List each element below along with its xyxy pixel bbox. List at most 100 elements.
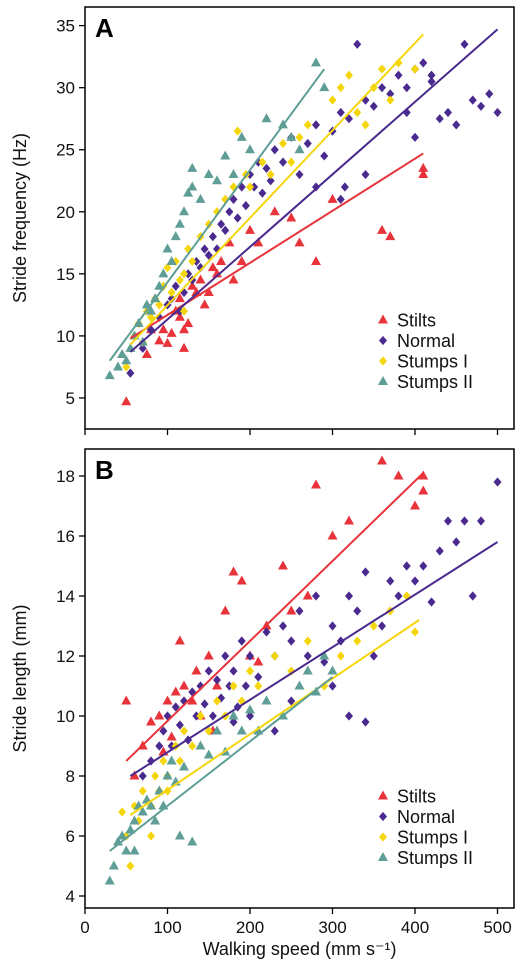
panel-a-point-stumps-ii bbox=[245, 144, 255, 154]
panel-b-point-normal bbox=[427, 597, 436, 607]
panel-b-point-stumps-i bbox=[213, 696, 221, 706]
panel-a-point-normal bbox=[394, 70, 403, 80]
panel-b-point-stilts bbox=[162, 695, 173, 705]
panel-b-point-stilts bbox=[187, 695, 198, 705]
panel-b-point-stumps-i bbox=[204, 726, 213, 736]
panel-a-point-stumps-i bbox=[345, 70, 353, 80]
panel-a-point-stumps-ii bbox=[187, 162, 198, 172]
panel-a-point-stilts bbox=[212, 268, 222, 278]
panel-a-y-tick-label: 5 bbox=[66, 389, 75, 408]
panel-a-frame bbox=[84, 6, 515, 430]
panel-a-point-stumps-i bbox=[287, 157, 296, 167]
panel-a-point-normal bbox=[229, 194, 238, 204]
panel-b-legend-label-stumps-i: Stumps I bbox=[397, 828, 468, 848]
panel-b-point-stumps-ii bbox=[228, 710, 239, 720]
panel-a-point-normal bbox=[320, 151, 329, 161]
panel-b-point-stumps-i bbox=[246, 666, 254, 676]
panel-b-point-normal bbox=[369, 651, 378, 661]
panel-a-point-normal bbox=[196, 263, 205, 273]
panel-b-point-stumps-ii bbox=[245, 704, 255, 714]
panel-b-point-stumps-ii bbox=[121, 845, 132, 855]
panel-a-point-normal bbox=[184, 269, 193, 279]
panel-b-point-stumps-i bbox=[254, 681, 263, 691]
panel-a-point-stilts bbox=[216, 255, 227, 265]
panel-b-point-normal bbox=[386, 576, 395, 586]
panel-b-y-tick-label: 10 bbox=[56, 707, 75, 726]
panel-a-point-stumps-ii bbox=[183, 187, 194, 197]
panel-b-point-normal bbox=[159, 726, 168, 736]
panel-a-point-stilts bbox=[236, 255, 247, 265]
panel-b-point-stumps-i bbox=[196, 711, 205, 721]
panel-b-point-stumps-ii bbox=[129, 815, 140, 825]
panel-b-point-normal bbox=[229, 666, 238, 676]
panel-a-point-normal bbox=[336, 107, 345, 118]
panel-a-point-stilts bbox=[183, 318, 194, 327]
panel-b-point-normal bbox=[204, 666, 213, 676]
panel-b-point-stumps-i bbox=[147, 831, 155, 841]
panel-b-point-stumps-i bbox=[159, 756, 168, 766]
panel-a-point-normal bbox=[200, 244, 209, 254]
panel-a-point-stumps-i bbox=[279, 138, 287, 149]
panel-b-x-tick-label: 100 bbox=[153, 918, 181, 937]
panel-b-point-stumps-ii bbox=[162, 770, 173, 780]
panel-b-point-stumps-ii bbox=[236, 725, 247, 735]
panel-a-point-stumps-i bbox=[336, 83, 345, 93]
panel-b-point-normal bbox=[493, 477, 502, 487]
panel-a-point-normal bbox=[477, 101, 485, 111]
panel-b-x-tick-label: 500 bbox=[483, 918, 511, 937]
panel-a-point-stilts bbox=[195, 274, 206, 284]
panel-b-fit-line-normal bbox=[129, 541, 499, 777]
panel-b-point-stilts bbox=[327, 530, 338, 540]
panel-b-point-stilts bbox=[203, 650, 214, 660]
panel-b-y-tick-label: 4 bbox=[66, 887, 75, 906]
panel-a-point-stumps-ii bbox=[195, 193, 206, 203]
panel-b-point-normal bbox=[460, 516, 469, 526]
panel-a-point-stilts bbox=[245, 224, 255, 234]
panel-a-point-stilts bbox=[418, 162, 429, 172]
panel-b-point-normal bbox=[435, 546, 444, 556]
panel-b-y-axis-title: Stride length (mm) bbox=[10, 604, 30, 752]
panel-a-point-stumps-i bbox=[180, 269, 188, 279]
panel-a-point-stumps-i bbox=[378, 64, 386, 74]
panel-a-y-tick-label: 20 bbox=[56, 203, 75, 222]
panel-a-fit-line-stilts bbox=[129, 152, 424, 340]
panel-a-point-stilts bbox=[294, 237, 305, 247]
panel-b-point-stilts bbox=[377, 455, 387, 465]
panel-a-label: A bbox=[95, 13, 114, 43]
panel-b-y-tick-label: 6 bbox=[66, 827, 75, 846]
panel-a-point-stumps-i bbox=[171, 256, 180, 267]
panel-b-point-stilts bbox=[418, 470, 429, 480]
panel-b-point-stilts bbox=[253, 656, 264, 666]
panel-a-legend-label-stumps-i: Stumps I bbox=[397, 352, 468, 372]
panel-a-point-normal bbox=[208, 232, 217, 242]
panel-b-point-stilts bbox=[191, 665, 202, 675]
panel-b-frame bbox=[84, 448, 515, 909]
panel-b-point-normal bbox=[279, 621, 287, 631]
panel-b-point-normal bbox=[287, 636, 296, 646]
panel-a-point-normal bbox=[485, 89, 494, 99]
panel-b-y-tick-label: 8 bbox=[66, 767, 75, 786]
panel-a-y-axis-title: Stride frequency (Hz) bbox=[10, 133, 30, 303]
panel-b-point-stumps-ii bbox=[319, 650, 330, 660]
panel-b-point-stilts bbox=[154, 710, 165, 720]
panel-a-point-stumps-ii bbox=[154, 280, 165, 290]
panel-a-chart: A 5 10 15 20 25 30 35 Stride frequency (Hz) Stilt… bbox=[10, 6, 515, 435]
panel-b-point-stumps-ii bbox=[166, 755, 177, 765]
panel-a-point-stilts bbox=[158, 324, 169, 334]
panel-b-point-normal bbox=[345, 711, 353, 721]
panel-b-y-tick-label: 14 bbox=[56, 587, 75, 606]
panel-a-point-stumps-i bbox=[163, 263, 172, 273]
panel-a-point-stilts bbox=[224, 237, 235, 247]
panel-a-point-normal bbox=[204, 250, 213, 260]
panel-b-legend-label-stilts: Stilts bbox=[397, 787, 436, 807]
panel-a-point-stilts bbox=[286, 212, 297, 222]
panel-a-point-stumps-ii bbox=[203, 169, 214, 179]
panel-b-point-stumps-ii bbox=[261, 695, 272, 705]
panel-a-point-stumps-ii bbox=[319, 82, 330, 92]
panel-b-point-normal bbox=[262, 627, 271, 637]
panel-b-point-stumps-ii bbox=[195, 740, 206, 750]
panel-a-point-normal bbox=[138, 343, 147, 353]
panel-a-point-normal bbox=[262, 163, 271, 173]
panel-b-legend-label-normal: Normal bbox=[397, 807, 455, 827]
